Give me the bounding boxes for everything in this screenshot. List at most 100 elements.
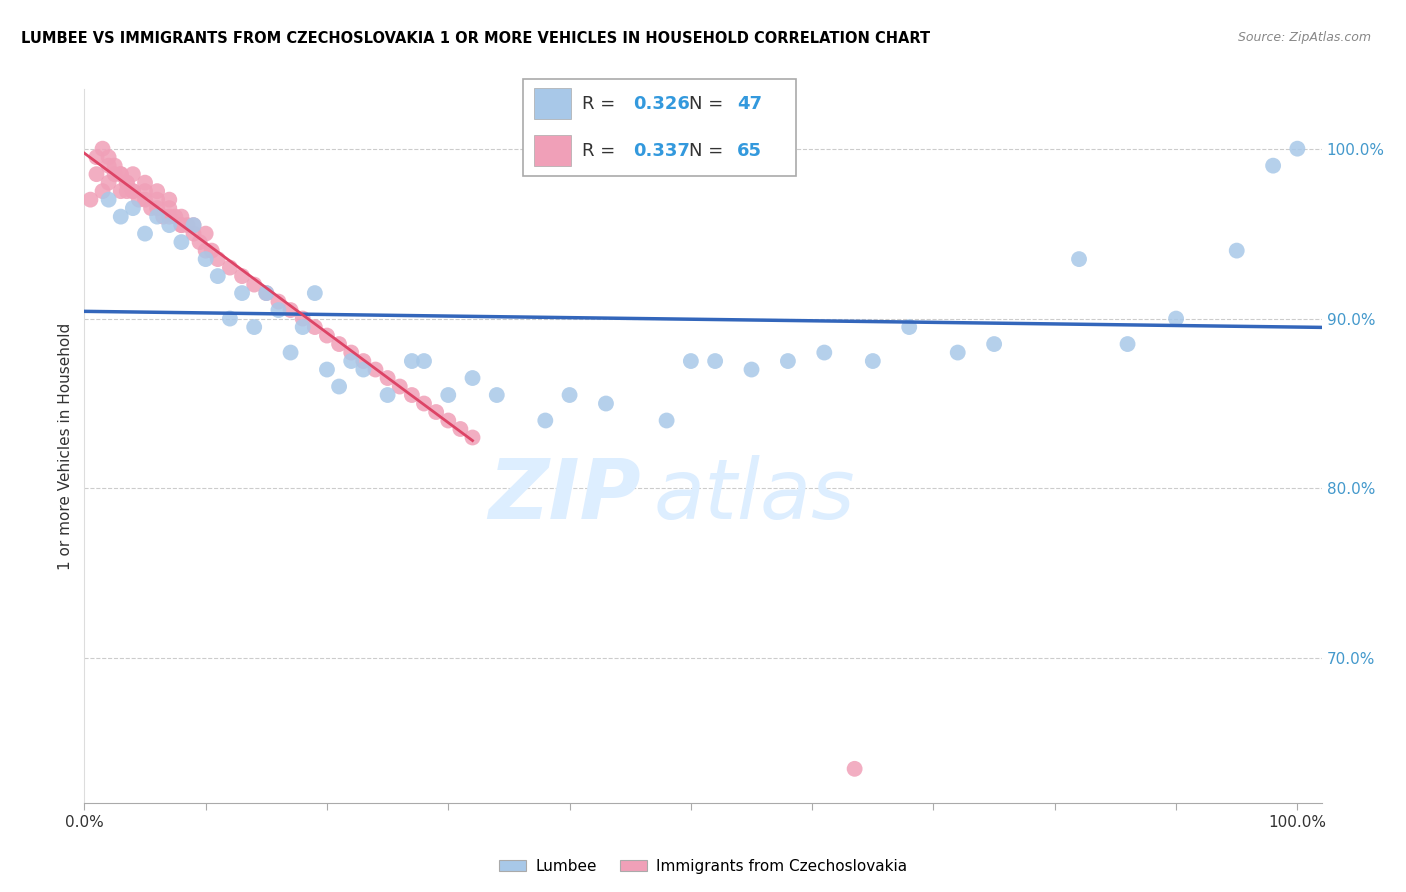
Point bbox=[157, 201, 180, 215]
Point bbox=[183, 227, 205, 241]
Point bbox=[558, 388, 581, 402]
Point bbox=[461, 371, 484, 385]
Point bbox=[207, 252, 229, 266]
Point bbox=[401, 354, 423, 368]
Point bbox=[110, 210, 132, 224]
Point bbox=[110, 167, 132, 181]
Point bbox=[170, 218, 193, 232]
Point bbox=[352, 362, 374, 376]
Point bbox=[425, 405, 447, 419]
FancyBboxPatch shape bbox=[523, 78, 796, 177]
Point bbox=[231, 269, 253, 284]
Point bbox=[139, 201, 162, 215]
Point bbox=[1116, 337, 1139, 351]
Point bbox=[1067, 252, 1090, 266]
Point bbox=[97, 159, 120, 173]
Point bbox=[534, 413, 557, 427]
Point bbox=[97, 150, 120, 164]
Point bbox=[776, 354, 799, 368]
Point bbox=[679, 354, 702, 368]
Point bbox=[340, 345, 363, 359]
Point bbox=[152, 210, 174, 224]
Point bbox=[352, 354, 374, 368]
Point bbox=[157, 218, 180, 232]
Text: atlas: atlas bbox=[654, 456, 855, 536]
Point bbox=[194, 227, 217, 241]
Point bbox=[461, 430, 484, 444]
Point bbox=[91, 142, 114, 156]
Point bbox=[157, 193, 180, 207]
Point bbox=[115, 184, 138, 198]
Point bbox=[485, 388, 508, 402]
Point bbox=[437, 413, 460, 427]
Text: R =: R = bbox=[582, 142, 621, 160]
Point bbox=[741, 362, 763, 376]
Legend: Lumbee, Immigrants from Czechoslovakia: Lumbee, Immigrants from Czechoslovakia bbox=[492, 853, 914, 880]
Point bbox=[267, 294, 290, 309]
Point bbox=[254, 286, 277, 301]
Text: N =: N = bbox=[689, 95, 728, 112]
Point bbox=[128, 193, 150, 207]
Point bbox=[946, 345, 969, 359]
Point bbox=[170, 210, 193, 224]
Point bbox=[449, 422, 471, 436]
Text: N =: N = bbox=[689, 142, 728, 160]
Point bbox=[157, 210, 180, 224]
Text: R =: R = bbox=[582, 95, 621, 112]
Point bbox=[243, 277, 266, 292]
Point bbox=[219, 260, 242, 275]
Point bbox=[170, 235, 193, 249]
Point bbox=[115, 176, 138, 190]
Point bbox=[104, 167, 127, 181]
Text: 0.337: 0.337 bbox=[633, 142, 689, 160]
Point bbox=[364, 362, 387, 376]
Point bbox=[122, 184, 145, 198]
Point bbox=[122, 167, 145, 181]
Point bbox=[104, 159, 127, 173]
Text: 0.326: 0.326 bbox=[633, 95, 689, 112]
Point bbox=[401, 388, 423, 402]
Point bbox=[280, 303, 302, 318]
Point bbox=[304, 286, 326, 301]
Point bbox=[91, 184, 114, 198]
Point bbox=[134, 193, 156, 207]
Text: ZIP: ZIP bbox=[488, 456, 641, 536]
Point bbox=[280, 345, 302, 359]
Point bbox=[437, 388, 460, 402]
Point bbox=[328, 337, 350, 351]
Point bbox=[194, 244, 217, 258]
Point bbox=[291, 320, 314, 334]
Point bbox=[146, 193, 169, 207]
Point bbox=[328, 379, 350, 393]
Point bbox=[983, 337, 1005, 351]
Point bbox=[122, 184, 145, 198]
Point bbox=[898, 320, 921, 334]
Point bbox=[207, 269, 229, 284]
Point bbox=[110, 167, 132, 181]
Point bbox=[388, 379, 411, 393]
Point bbox=[134, 184, 156, 198]
Point bbox=[413, 354, 436, 368]
Point bbox=[316, 362, 339, 376]
Point bbox=[844, 762, 866, 776]
Y-axis label: 1 or more Vehicles in Household: 1 or more Vehicles in Household bbox=[58, 322, 73, 570]
Point bbox=[304, 320, 326, 334]
Point bbox=[86, 150, 108, 164]
Point bbox=[704, 354, 727, 368]
Point bbox=[146, 184, 169, 198]
Point bbox=[377, 388, 399, 402]
Point bbox=[86, 167, 108, 181]
Text: 47: 47 bbox=[737, 95, 762, 112]
Point bbox=[377, 371, 399, 385]
Point bbox=[1226, 244, 1249, 258]
Point bbox=[165, 210, 187, 224]
Text: Source: ZipAtlas.com: Source: ZipAtlas.com bbox=[1237, 31, 1371, 45]
Point bbox=[1164, 311, 1187, 326]
Point bbox=[1286, 142, 1309, 156]
Point bbox=[146, 210, 169, 224]
Point bbox=[267, 303, 290, 318]
Point bbox=[316, 328, 339, 343]
Point bbox=[291, 311, 314, 326]
Point bbox=[813, 345, 835, 359]
Point bbox=[97, 176, 120, 190]
